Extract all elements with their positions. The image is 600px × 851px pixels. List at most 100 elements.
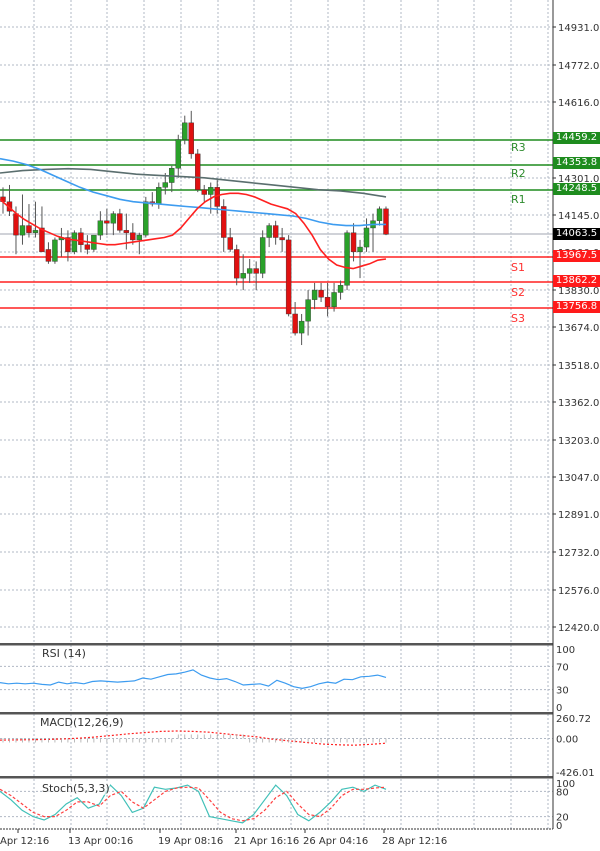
price-axis-label: 13518.0 <box>558 361 599 372</box>
price-axis-label: 12420.0 <box>558 623 599 634</box>
candle[interactable] <box>195 149 201 193</box>
main-price-panel[interactable] <box>0 110 553 346</box>
candle[interactable] <box>84 235 91 255</box>
candle[interactable] <box>285 235 292 317</box>
candle[interactable] <box>363 218 370 252</box>
panel-separator <box>0 776 553 779</box>
macd-panel[interactable]: 260.72 0.00 -426.01 <box>0 714 595 779</box>
candle[interactable] <box>136 232 143 255</box>
candle[interactable] <box>39 206 45 253</box>
macd-signal-line <box>0 730 387 746</box>
candle-body <box>123 230 130 233</box>
price-axis-label: 14931.0 <box>558 23 599 34</box>
candle-body <box>182 122 188 140</box>
panel-axis-label: 260.72 <box>556 714 591 725</box>
candle[interactable] <box>311 282 318 310</box>
candle-body <box>84 244 91 250</box>
price-axis-label: 13047.0 <box>558 473 599 484</box>
panel-axis-label: 0 <box>556 821 562 832</box>
candle[interactable] <box>45 242 52 264</box>
candle[interactable] <box>26 204 32 238</box>
candle[interactable] <box>104 208 110 236</box>
candle[interactable] <box>344 230 350 291</box>
candle[interactable] <box>318 282 324 303</box>
candle[interactable] <box>78 227 84 252</box>
candle-body <box>383 208 389 235</box>
panel-axis-label: 0.00 <box>556 735 578 746</box>
candle[interactable] <box>298 313 305 346</box>
ma-fast-line <box>0 192 387 270</box>
time-axis-label: 13 Apr 00:16 <box>68 836 133 847</box>
price-axis-label: 13990.0 <box>558 248 599 259</box>
candle[interactable] <box>240 254 246 291</box>
candle-body <box>240 273 246 279</box>
candle[interactable] <box>201 184 207 202</box>
candle-body <box>233 249 240 279</box>
time-axis-label: 26 Apr 04:16 <box>303 836 368 847</box>
candle[interactable] <box>233 244 240 286</box>
candle[interactable] <box>169 165 175 193</box>
candle[interactable] <box>266 223 272 248</box>
candle-body <box>350 232 357 253</box>
candle[interactable] <box>253 261 259 291</box>
candle-body <box>130 232 136 241</box>
candle-body <box>331 292 337 308</box>
panel-separator <box>0 712 553 715</box>
price-axis-label: 13203.0 <box>558 436 599 447</box>
ma-slow-line <box>0 167 387 198</box>
panel-axis-label: 0 <box>556 703 562 714</box>
candle-body <box>311 289 318 300</box>
candle[interactable] <box>279 227 285 252</box>
panel-separator <box>0 643 553 646</box>
candle-body <box>201 189 207 195</box>
candle[interactable] <box>227 227 233 252</box>
candle[interactable] <box>259 230 266 279</box>
candle[interactable] <box>272 220 279 245</box>
candle[interactable] <box>58 227 65 257</box>
candle[interactable] <box>143 196 149 238</box>
candle-body <box>376 208 383 221</box>
candle[interactable] <box>182 115 188 145</box>
candle-body <box>19 225 26 236</box>
candle[interactable] <box>350 223 357 262</box>
candle[interactable] <box>175 134 181 178</box>
time-axis-label: 21 Apr 16:16 <box>234 836 299 847</box>
candle[interactable] <box>357 239 363 279</box>
chart-grid <box>0 0 553 829</box>
candle-body <box>318 289 324 298</box>
candle[interactable] <box>376 206 383 226</box>
candle[interactable] <box>71 230 78 255</box>
candle[interactable] <box>324 282 331 317</box>
time-axis-label: 28 Apr 12:16 <box>382 836 447 847</box>
candle[interactable] <box>32 201 39 238</box>
time-axis-label: 19 Apr 08:16 <box>158 836 223 847</box>
candle[interactable] <box>331 282 337 312</box>
candle[interactable] <box>130 223 136 245</box>
candle[interactable] <box>370 213 376 252</box>
candle[interactable] <box>52 237 58 264</box>
candle[interactable] <box>305 290 311 336</box>
candle[interactable] <box>337 280 344 300</box>
candle[interactable] <box>97 211 104 240</box>
candle[interactable] <box>383 206 389 236</box>
candle-body <box>221 206 227 238</box>
candle-body <box>324 297 331 308</box>
panel-axis-label: -426.01 <box>556 768 595 779</box>
candle[interactable] <box>246 259 253 283</box>
candle[interactable] <box>117 208 123 233</box>
candle[interactable] <box>19 194 26 245</box>
candle[interactable] <box>65 230 71 262</box>
rsi-panel[interactable]: 100 70 30 0 <box>0 645 575 714</box>
candle[interactable] <box>221 199 227 252</box>
candle-body <box>143 201 149 236</box>
candle-body <box>337 285 344 293</box>
candle[interactable] <box>188 110 194 159</box>
candle-body <box>357 246 363 253</box>
candle[interactable] <box>162 172 168 195</box>
candle[interactable] <box>110 211 117 236</box>
candle[interactable] <box>292 302 298 336</box>
panel-axis-label: 30 <box>556 686 569 697</box>
candle-body <box>97 220 104 236</box>
